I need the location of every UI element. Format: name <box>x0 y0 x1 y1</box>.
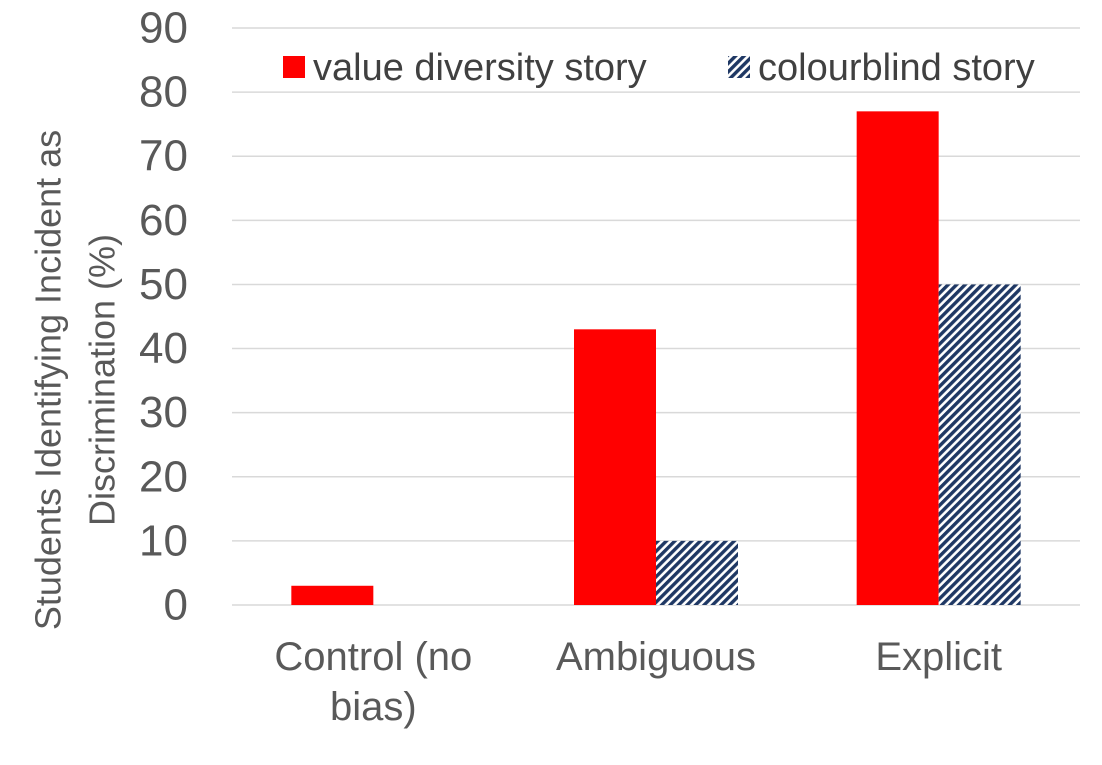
y-axis-title-line: Students Identifying Incident as <box>28 130 69 630</box>
y-tick-label: 90 <box>139 4 188 53</box>
y-tick-label: 60 <box>139 196 188 245</box>
y-tick-label: 20 <box>139 452 188 501</box>
y-axis-title: Students Identifying Incident as Discrimi… <box>28 130 123 630</box>
x-category-label: bias) <box>330 685 417 729</box>
y-tick-label: 50 <box>139 260 188 309</box>
y-axis-ticks: 0 10 20 30 40 50 60 70 80 90 <box>139 4 188 630</box>
bar-colourblind-2 <box>938 284 1021 605</box>
y-axis-title-line: Discrimination (%) <box>82 234 123 526</box>
x-axis-categories: Control (no bias) Ambiguous Explicit <box>274 635 1002 729</box>
y-tick-label: 70 <box>139 132 188 181</box>
legend-label: value diversity story <box>313 47 647 89</box>
y-tick-label: 80 <box>139 68 188 117</box>
legend-swatch <box>728 56 750 78</box>
legend: value diversity story colourblind story <box>283 47 1035 89</box>
bar-value-diversity-1 <box>574 329 656 605</box>
legend-label: colourblind story <box>758 47 1035 89</box>
y-tick-label: 40 <box>139 324 188 373</box>
bars <box>291 111 1021 605</box>
y-tick-label: 30 <box>139 388 188 437</box>
x-category-label: Control (no <box>274 635 472 679</box>
y-tick-label: 0 <box>164 581 188 630</box>
x-category-label: Ambiguous <box>556 635 756 679</box>
x-category-label: Explicit <box>875 635 1002 679</box>
legend-swatch <box>283 56 305 78</box>
bar-value-diversity-0 <box>291 585 374 605</box>
y-tick-label: 10 <box>139 516 188 565</box>
bar-colourblind-1 <box>656 540 738 605</box>
bar-value-diversity-2 <box>856 111 939 605</box>
